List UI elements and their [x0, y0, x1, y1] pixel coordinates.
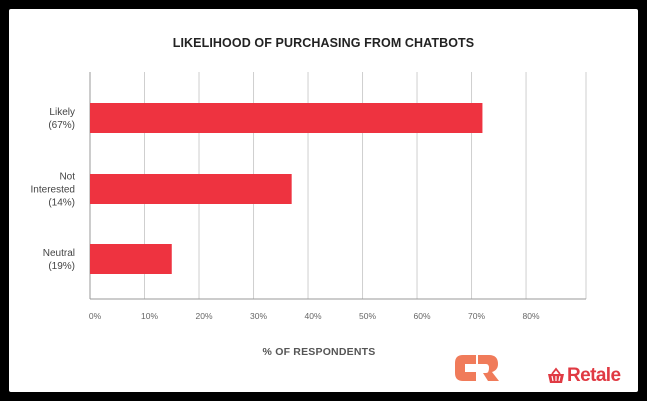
retale-wordmark: Retale: [567, 365, 621, 386]
x-tick-label: 50%: [359, 311, 376, 321]
x-tick-label: 20%: [196, 311, 213, 321]
x-axis-label: % OF RESPONDENTS: [262, 346, 376, 358]
cr-logo-icon: [455, 355, 499, 381]
bar-2: [90, 244, 172, 274]
x-tick-label: 60%: [414, 311, 431, 321]
x-tick-label: 70%: [468, 311, 485, 321]
bar-0: [90, 103, 483, 133]
chart-frame: LIKELIHOOD OF PURCHASING FROM CHATBOTS 0…: [9, 9, 638, 392]
x-tick-label: 40%: [305, 311, 322, 321]
x-tick-label: 80%: [523, 311, 540, 321]
category-label: (19%): [48, 261, 75, 272]
basket-icon: [548, 367, 564, 383]
retale-logo: Retale: [547, 364, 621, 388]
category-label: Neutral: [43, 248, 75, 259]
category-label: (67%): [48, 120, 75, 131]
category-label: Interested: [31, 185, 75, 196]
category-label: Likely: [49, 107, 75, 118]
x-tick-label: 10%: [141, 311, 158, 321]
category-label: (14%): [48, 198, 75, 209]
bar-chart: 0% 10% 20% 30% 40% 50% 60% 70% 80% Likely (67%) Not…: [31, 72, 587, 321]
category-label: Not: [59, 172, 75, 183]
bar-1: [90, 174, 292, 204]
x-tick-label: 30%: [250, 311, 267, 321]
chart-title: LIKELIHOOD OF PURCHASING FROM CHATBOTS: [172, 36, 475, 50]
x-tick-label: 0%: [89, 311, 102, 321]
